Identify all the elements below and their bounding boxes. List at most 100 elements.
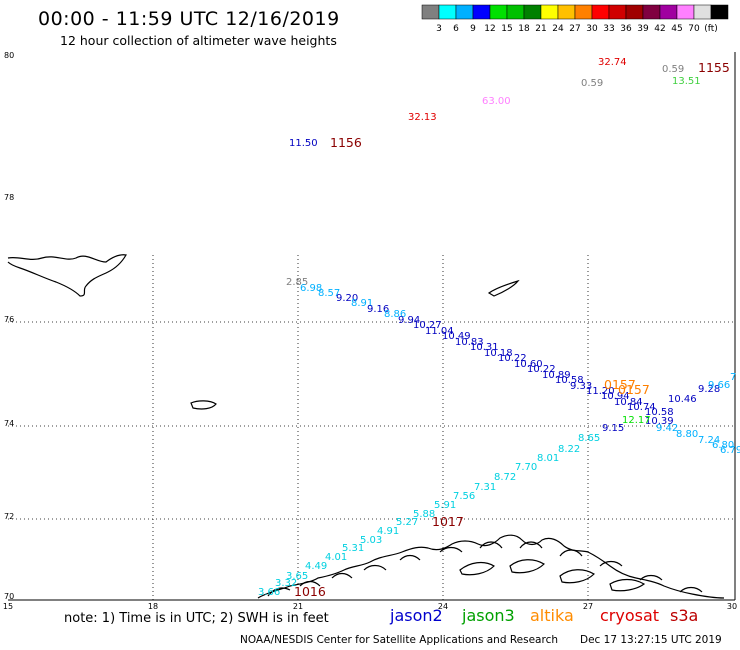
lon-label: 18 xyxy=(148,602,158,611)
wave-height-label: 63.00 xyxy=(482,96,511,107)
wave-height-label: 10.22 xyxy=(527,364,556,375)
wave-height-label: 10.22 xyxy=(498,353,527,364)
wave-height-label: 7 xyxy=(730,372,736,383)
wave-height-label: 9.20 xyxy=(336,293,358,304)
scale-label: 30 xyxy=(586,24,598,34)
wave-height-label: 0.59 xyxy=(662,64,684,75)
wave-height-label: 5.27 xyxy=(396,517,418,528)
satellite-s3a: s3a xyxy=(670,606,699,625)
scale-label: 21 xyxy=(535,24,546,34)
wave-height-label: 10.27 xyxy=(413,320,442,331)
wave-height-label: 8.72 xyxy=(494,472,516,483)
wave-height-label: 5.31 xyxy=(342,543,364,554)
wave-height-label: 7.56 xyxy=(453,491,475,502)
wave-height-label: 11.20 xyxy=(586,386,615,397)
color-scale-legend: 3 6 9 12 15 18 21 24 27 30 33 36 39 42 45 70 (ft) xyxy=(421,4,729,34)
lon-label: 24 xyxy=(438,602,448,611)
lat-label: 76 xyxy=(4,315,14,324)
satellite-cryosat: cryosat xyxy=(600,606,660,625)
wave-height-label: 7.31 xyxy=(474,482,496,493)
time-label: 1156 xyxy=(330,135,362,150)
time-label: 0157 xyxy=(618,382,650,397)
wave-height-label: 4.49 xyxy=(305,561,327,572)
scale-label: 6 xyxy=(453,24,459,34)
scale-label: 24 xyxy=(552,24,564,34)
scale-label: 9 xyxy=(470,24,476,34)
wave-height-label: 9.15 xyxy=(602,423,624,434)
wave-height-label: 10.18 xyxy=(484,348,513,359)
wave-height-label: 10.39 xyxy=(645,416,674,427)
lat-label: 74 xyxy=(4,419,14,428)
wave-height-label: 7.24 xyxy=(698,435,720,446)
wave-height-label: 10.58 xyxy=(645,407,674,418)
lon-label: 30 xyxy=(727,602,737,611)
wave-height-label: 10.84 xyxy=(614,397,643,408)
wave-height-label: 6.98 xyxy=(300,283,322,294)
wave-height-label: 6.79 xyxy=(720,445,740,456)
wave-height-label: 10.58 xyxy=(555,375,584,386)
scale-label: (ft) xyxy=(704,24,718,34)
wave-height-label: 10.49 xyxy=(442,331,471,342)
lon-label: 21 xyxy=(293,602,303,611)
wave-height-label: 8.57 xyxy=(318,288,340,299)
wave-height-label: 5.03 xyxy=(360,535,382,546)
wave-height-label: 3.65 xyxy=(286,571,308,582)
wave-height-label: 5.88 xyxy=(413,509,435,520)
wave-height-label: 7.70 xyxy=(515,462,537,473)
scale-label: 3 xyxy=(436,24,442,34)
wave-height-label: 8.01 xyxy=(537,453,559,464)
wave-height-label: 9.42 xyxy=(656,423,678,434)
page-title: 00:00 - 11:59 UTC 12/16/2019 xyxy=(38,8,340,30)
time-label: 1017 xyxy=(432,514,464,529)
scale-label: 39 xyxy=(637,24,649,34)
wave-height-label: 3.66 xyxy=(258,587,280,598)
page-subtitle: 12 hour collection of altimeter wave hei… xyxy=(60,33,337,48)
wave-height-label: 10.89 xyxy=(542,370,571,381)
lat-label: 80 xyxy=(4,51,14,60)
lon-label: 15 xyxy=(3,602,13,611)
scale-label: 27 xyxy=(569,24,580,34)
scale-label: 42 xyxy=(654,24,665,34)
scale-label: 15 xyxy=(501,24,512,34)
wave-height-label: 13.51 xyxy=(672,76,701,87)
wave-height-label: 9.94 xyxy=(398,315,420,326)
wave-height-label: 5.91 xyxy=(434,500,456,511)
wave-height-label: 10.94 xyxy=(601,391,630,402)
map-frame xyxy=(8,52,736,601)
lat-label: 78 xyxy=(4,193,14,202)
satellite-jason3: jason3 xyxy=(462,606,515,625)
wave-height-label: 11.04 xyxy=(425,326,454,337)
scale-label: 45 xyxy=(671,24,682,34)
time-label: 1016 xyxy=(294,584,326,599)
wave-height-label: 8.65 xyxy=(578,433,600,444)
wave-height-label: 9.66 xyxy=(708,380,730,391)
wave-height-label: 8.80 xyxy=(676,429,698,440)
footer-note: note: 1) Time is in UTC; 2) SWH is in fe… xyxy=(64,611,329,626)
wave-height-label: 32.74 xyxy=(598,57,627,68)
scale-swatch xyxy=(710,4,729,20)
lon-label: 27 xyxy=(583,602,593,611)
wave-height-label: 10.31 xyxy=(470,342,499,353)
wave-height-label: 10.46 xyxy=(668,394,697,405)
satellite-jason2: jason2 xyxy=(390,606,443,625)
lat-label: 72 xyxy=(4,512,14,521)
coastline xyxy=(7,254,725,599)
wave-height-label: 8.86 xyxy=(384,309,406,320)
wave-height-label: 8.91 xyxy=(351,298,373,309)
lat-label: 70 xyxy=(4,592,14,601)
satellite-altika: altika xyxy=(530,606,574,625)
scale-label: 18 xyxy=(518,24,530,34)
wave-height-label: 12.17 xyxy=(622,415,651,426)
wave-height-label: 2.85 xyxy=(286,277,308,288)
scale-label: 70 xyxy=(688,24,700,34)
time-label: 1155 xyxy=(698,60,730,75)
time-label: 0157 xyxy=(604,377,636,392)
wave-height-label: 10.60 xyxy=(514,359,543,370)
wave-height-label: 10.83 xyxy=(455,337,484,348)
wave-height-label: 9.28 xyxy=(698,384,720,395)
wave-height-label: 9.16 xyxy=(367,304,389,315)
scale-label: 36 xyxy=(620,24,632,34)
wave-height-label: 10.74 xyxy=(627,402,656,413)
